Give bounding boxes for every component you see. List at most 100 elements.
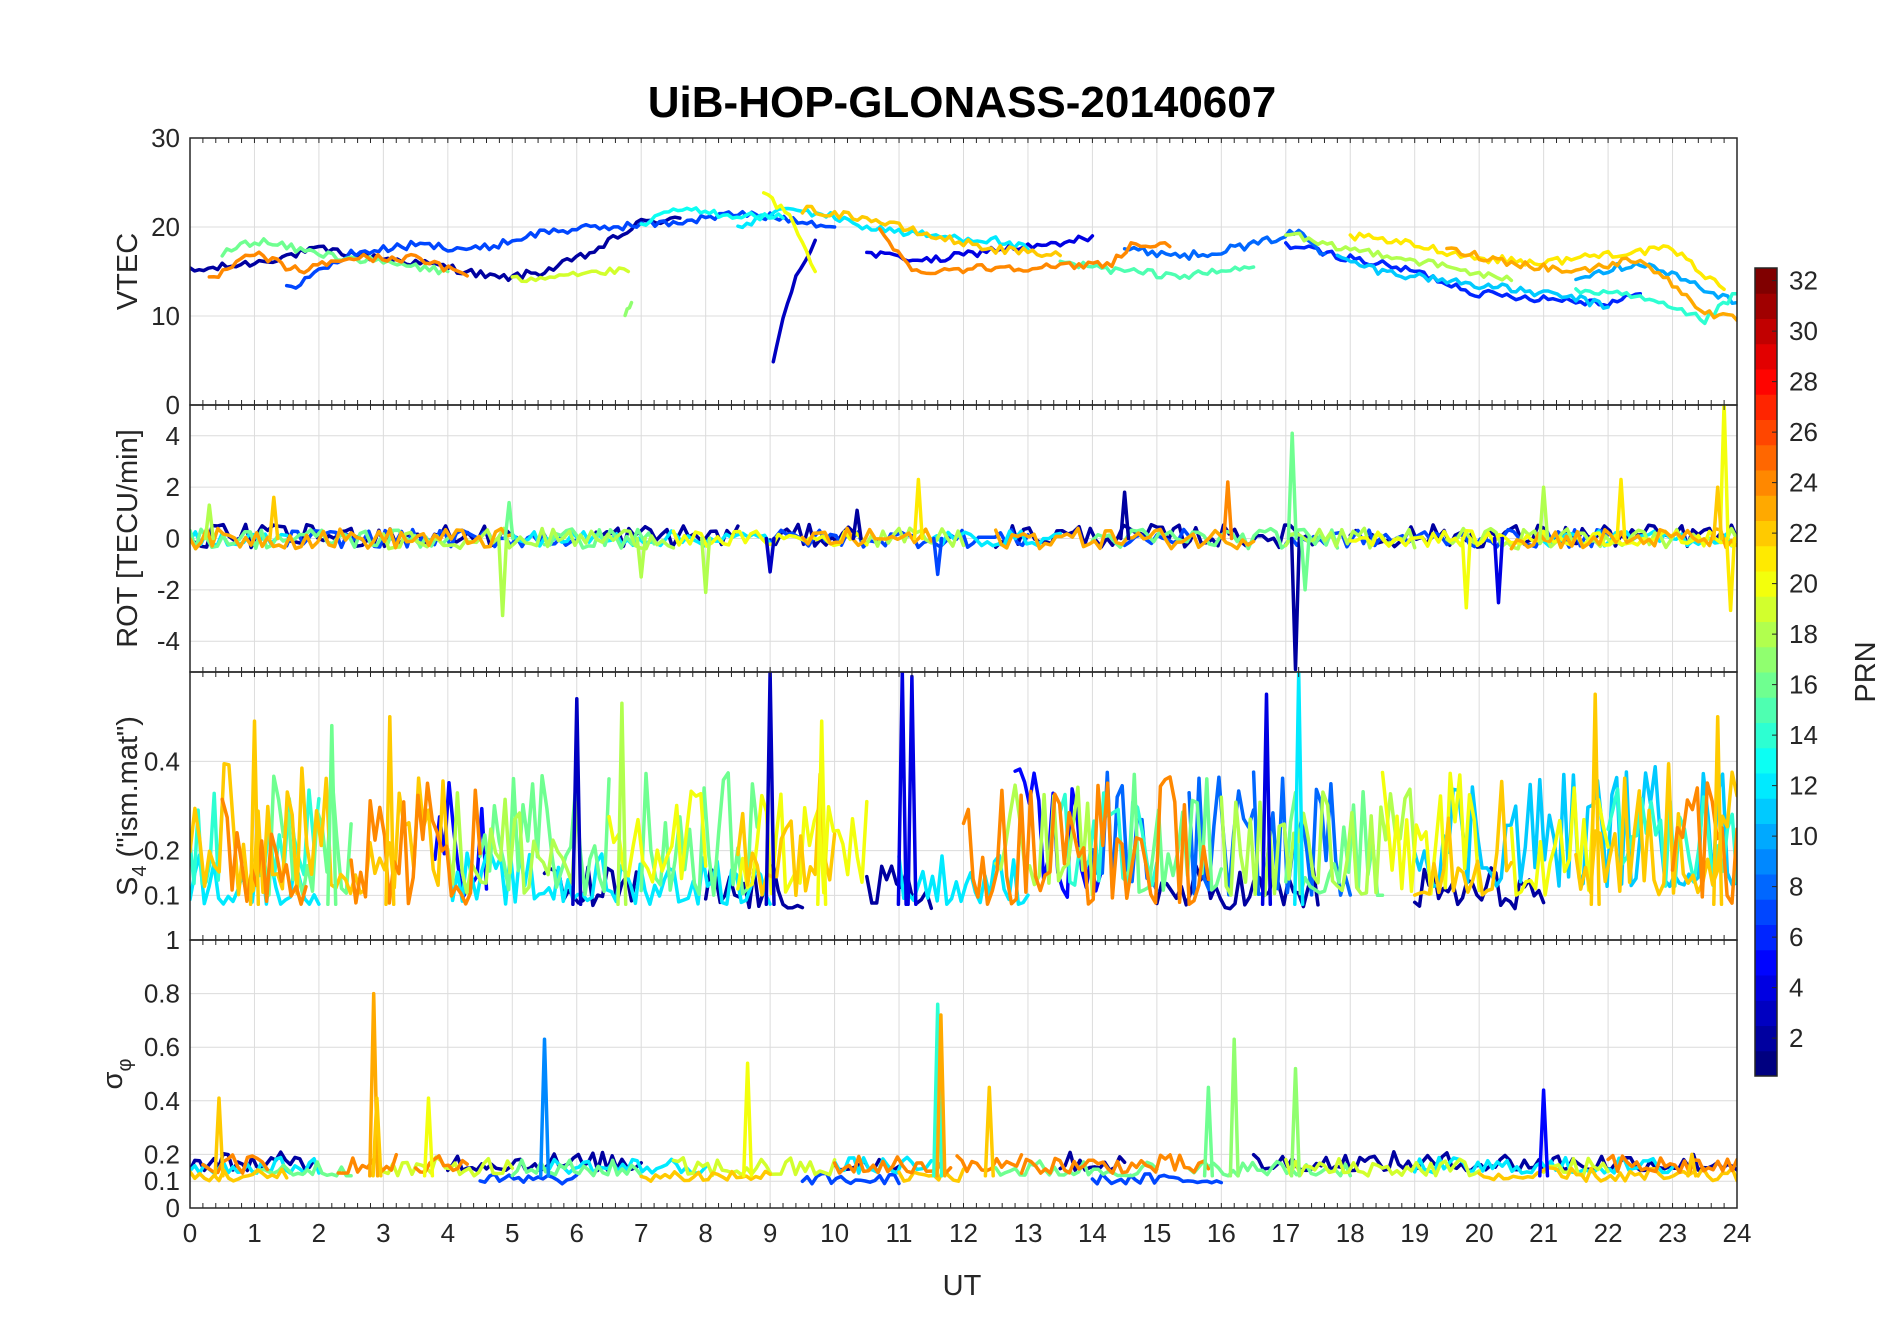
- series-line: [207, 250, 469, 280]
- series-line: [761, 191, 817, 274]
- colorbar-cell: [1755, 520, 1777, 547]
- series-spike: [203, 503, 215, 541]
- colorbar-cell: [1755, 798, 1777, 824]
- colorbar-tick-label: 20: [1789, 569, 1818, 599]
- colorbar-tick-label: 4: [1789, 973, 1803, 1003]
- y-tick-label: -4: [157, 626, 180, 656]
- colorbar-tick-label: 24: [1789, 468, 1818, 498]
- series-spike: [503, 500, 515, 541]
- series-line: [542, 1157, 708, 1175]
- colorbar-cell: [1755, 1000, 1777, 1026]
- series-spike: [1589, 692, 1601, 907]
- series-spike: [932, 536, 944, 577]
- y-tick-label: 0.6: [144, 1032, 180, 1062]
- x-axis: UT: [943, 1270, 982, 1302]
- series-line: [1606, 1153, 1737, 1175]
- y-tick-label: 10: [151, 301, 180, 331]
- series-line: [446, 791, 579, 895]
- y-tick-label: 30: [151, 123, 180, 153]
- series-line: [671, 529, 869, 548]
- panel-series: [190, 405, 1737, 672]
- colorbar-cell: [1755, 419, 1777, 446]
- series-line: [1155, 864, 1320, 911]
- series-line: [1541, 1156, 1610, 1178]
- x-tick-label: 21: [1529, 1218, 1558, 1248]
- series-spike: [1718, 405, 1730, 541]
- series-spike: [1289, 1066, 1302, 1178]
- series-spike: [268, 495, 280, 541]
- colorbar-cell: [1755, 621, 1777, 648]
- x-tick-label: 16: [1207, 1218, 1236, 1248]
- panel-s4: 0.10.20.4S4 ("ism.mat"): [112, 671, 1738, 941]
- x-tick-label: 18: [1336, 1218, 1365, 1248]
- series-line: [1284, 231, 1514, 283]
- colorbar-cell: [1755, 470, 1777, 496]
- series-spike: [764, 536, 776, 574]
- series-line: [800, 1171, 901, 1186]
- y-tick-label: 0.4: [144, 746, 180, 776]
- series-line: [993, 526, 1256, 551]
- y-tick-label: 0.4: [144, 1086, 180, 1116]
- series-line: [897, 1166, 966, 1183]
- series-line: [1090, 1172, 1224, 1186]
- series-line: [1187, 1159, 1353, 1178]
- y-label-main: S: [112, 877, 144, 896]
- colorbar-cell: [1755, 672, 1777, 698]
- x-tick-label: 9: [763, 1218, 777, 1248]
- series-spike: [497, 536, 509, 618]
- x-tick-label: 0: [183, 1218, 197, 1248]
- series-line: [1219, 787, 1417, 897]
- series-line: [897, 853, 1030, 906]
- colorbar-tick-label: 28: [1789, 367, 1818, 397]
- series-line: [542, 527, 656, 550]
- colorbar-cell: [1755, 949, 1777, 976]
- colorbar-tick-label: 16: [1789, 670, 1818, 700]
- y-tick-label: 0.1: [144, 880, 180, 910]
- series-spike: [912, 477, 924, 541]
- series-spike: [1538, 485, 1550, 541]
- colorbar-tick-label: 14: [1789, 720, 1818, 750]
- series-line: [349, 781, 482, 906]
- y-tick-label: 0: [166, 390, 180, 420]
- series-spike: [816, 719, 828, 907]
- series-line: [800, 526, 934, 548]
- colorbar-cell: [1755, 268, 1777, 294]
- series-line: [220, 237, 450, 276]
- x-tick-label: 24: [1723, 1218, 1752, 1248]
- y-tick-label: 0.2: [144, 836, 180, 866]
- series-line: [284, 209, 837, 290]
- series-spike: [384, 714, 396, 907]
- colorbar-cells: [1755, 268, 1777, 1077]
- series-spike: [1119, 490, 1131, 541]
- series-line: [381, 1155, 515, 1178]
- series-spike: [1724, 536, 1737, 613]
- colorbar-cell: [1755, 495, 1777, 521]
- panel-series: [190, 191, 1737, 364]
- series-spike: [700, 536, 712, 595]
- series-line: [832, 1154, 953, 1175]
- series-spike: [371, 1096, 383, 1178]
- x-tick-label: 22: [1594, 1218, 1623, 1248]
- colorbar-cell: [1755, 646, 1777, 673]
- x-tick-label: 5: [505, 1218, 519, 1248]
- y-tick-label: 4: [166, 421, 180, 451]
- series-spike: [635, 536, 647, 579]
- colorbar-cell: [1755, 874, 1777, 900]
- series-line: [671, 1156, 837, 1178]
- series-line: [1122, 772, 1224, 894]
- series-line: [1445, 246, 1737, 323]
- colorbar-cell: [1755, 369, 1777, 395]
- y-axis-label: VTEC: [112, 233, 144, 310]
- colorbar-cell: [1755, 823, 1777, 850]
- series-spike: [1299, 536, 1311, 592]
- chart-title: UiB-HOP-GLONASS-20140607: [648, 78, 1276, 127]
- series-line: [639, 206, 785, 227]
- series-line: [190, 522, 515, 550]
- y-tick-label: 0.2: [144, 1139, 180, 1169]
- x-axis-label: UT: [943, 1270, 982, 1302]
- series-spike: [1615, 477, 1627, 541]
